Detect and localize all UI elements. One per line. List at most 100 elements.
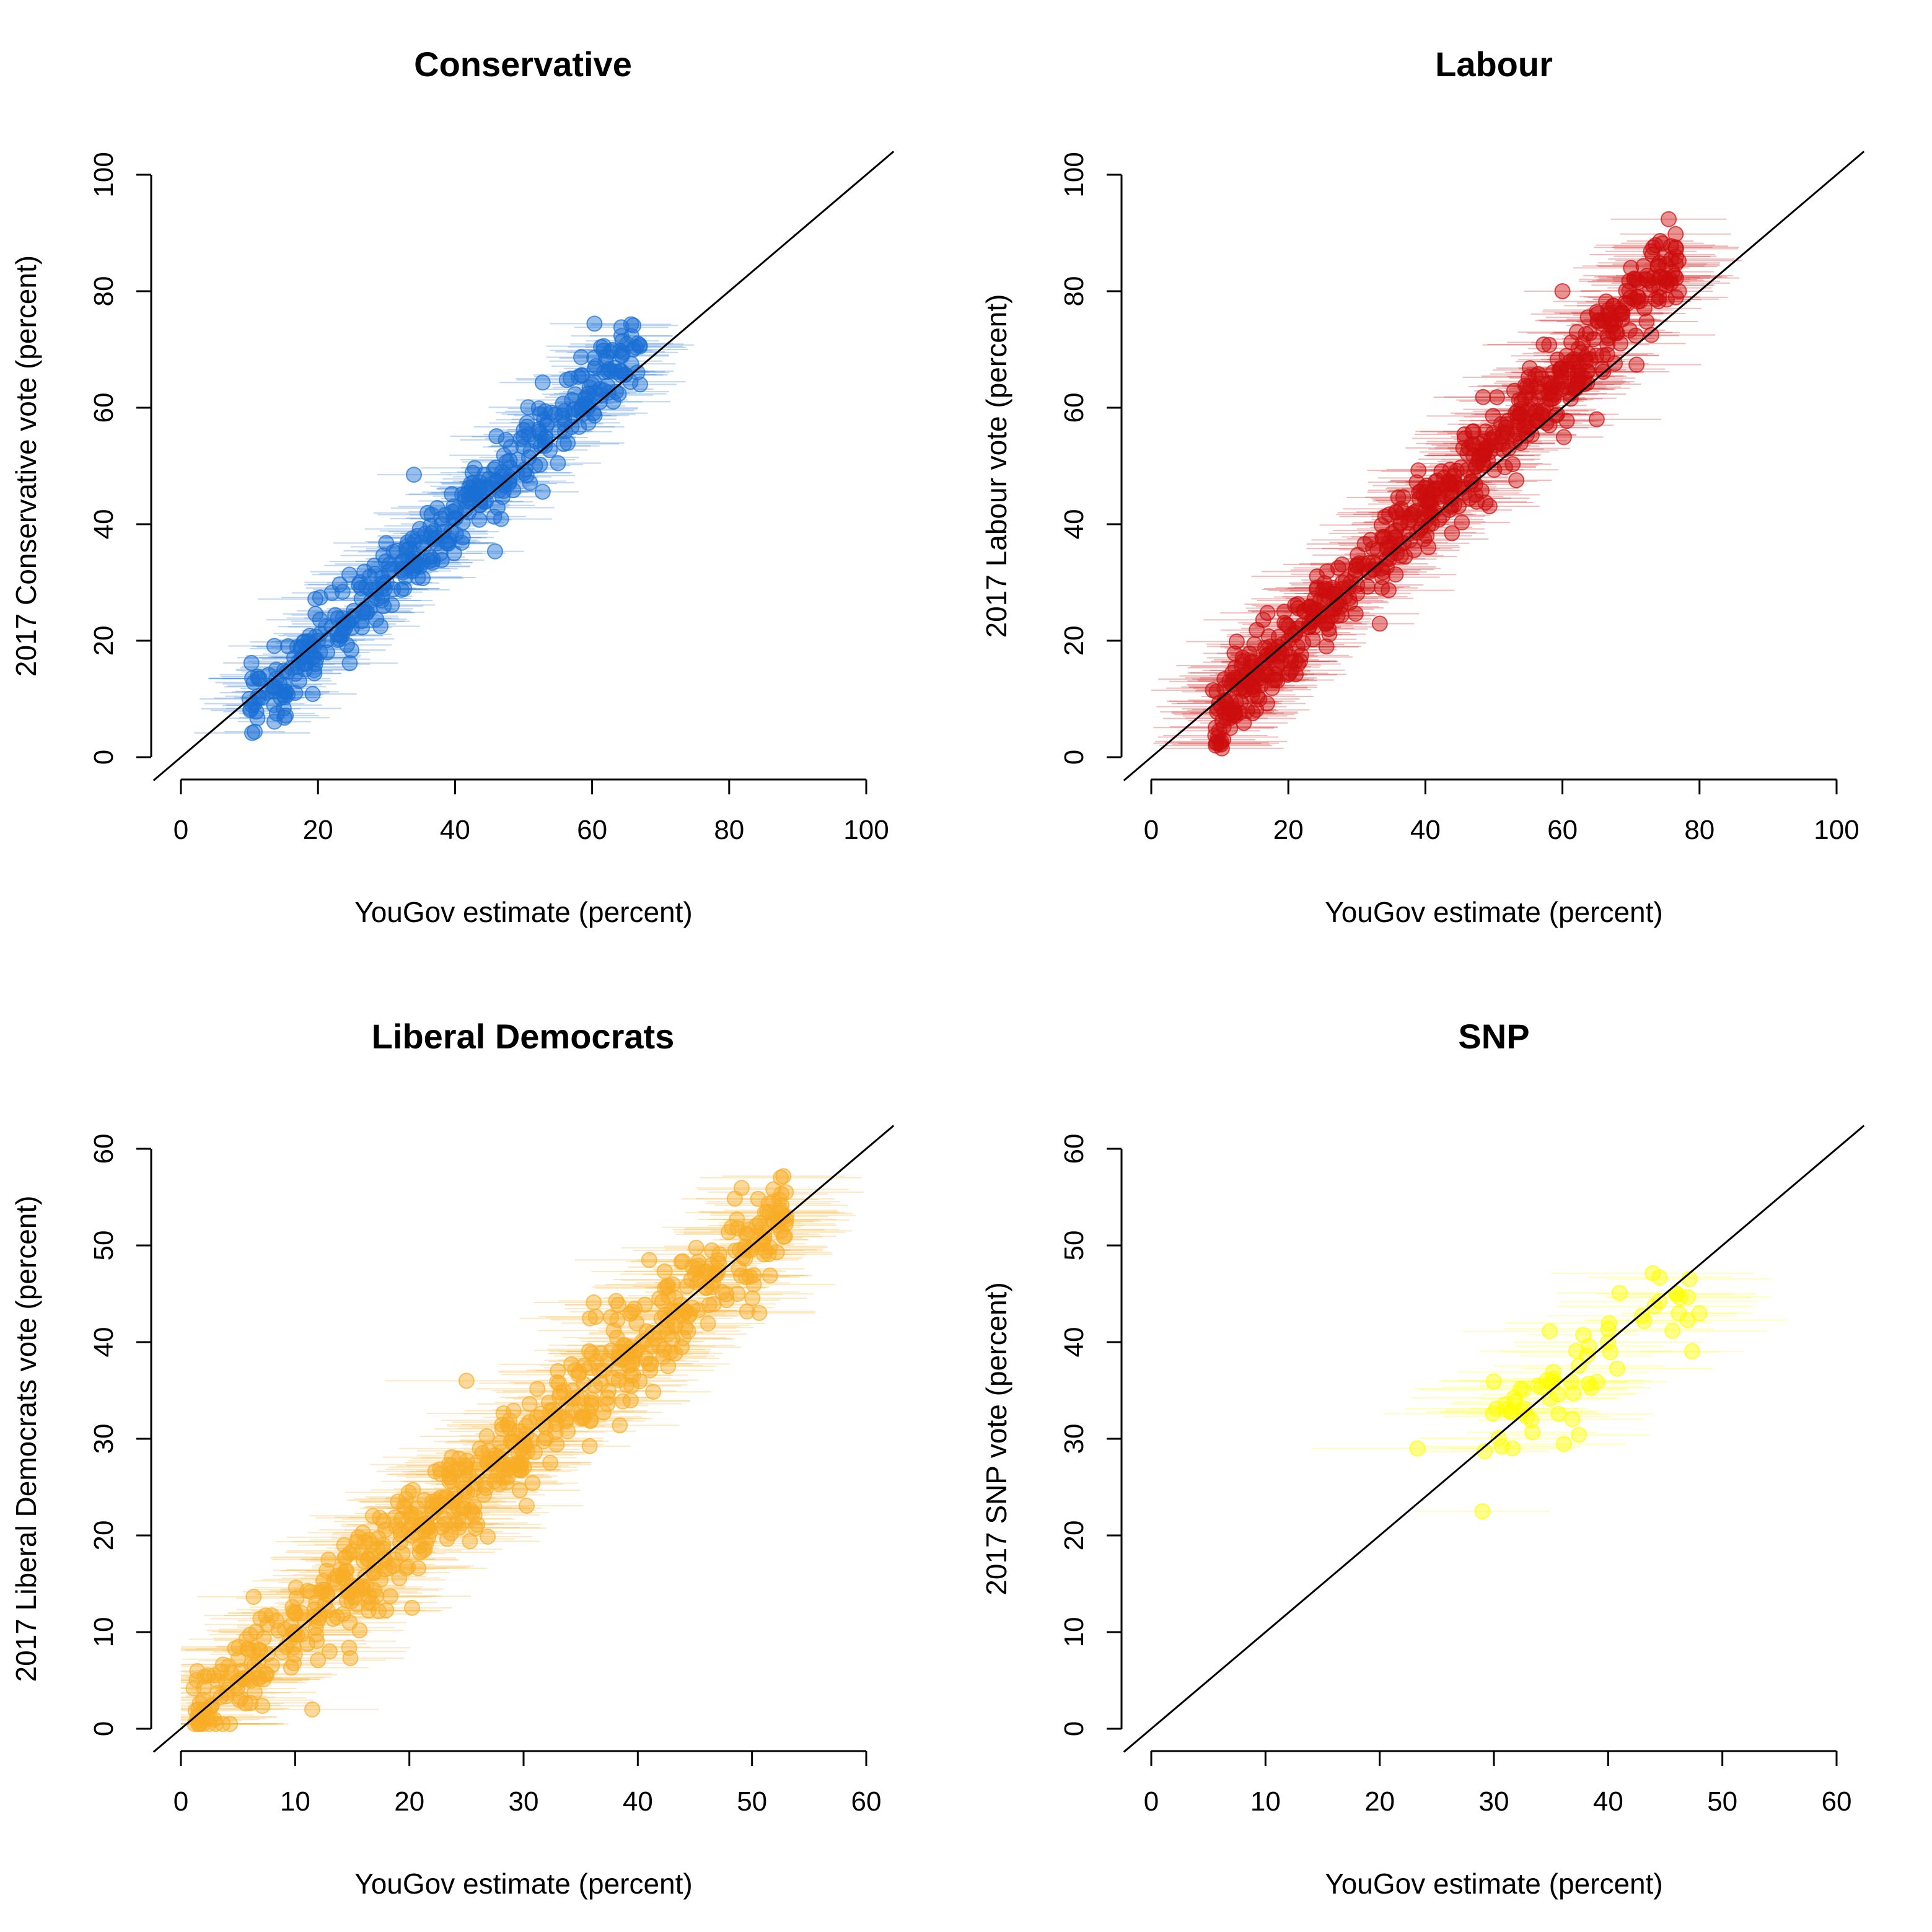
data-point — [1535, 336, 1552, 353]
data-point — [353, 1544, 369, 1561]
data-point — [1371, 615, 1388, 632]
x-tick-label: 0 — [1144, 1786, 1159, 1817]
data-point — [486, 461, 503, 478]
data-point — [1609, 1360, 1625, 1377]
y-tick-label: 20 — [1059, 626, 1089, 656]
data-point — [494, 488, 511, 505]
data-point — [320, 1551, 337, 1568]
data-point — [1581, 325, 1598, 341]
data-point — [726, 1190, 743, 1207]
data-point — [593, 339, 610, 356]
x-tick-label: 50 — [1707, 1786, 1737, 1817]
data-point — [220, 1658, 237, 1675]
data-point — [437, 1488, 454, 1505]
data-point — [618, 1346, 634, 1363]
data-point — [1387, 522, 1404, 539]
data-point — [1265, 672, 1281, 688]
data-point — [1485, 1405, 1501, 1422]
data-point — [1304, 631, 1321, 648]
data-point — [309, 1633, 325, 1649]
data-point — [582, 1412, 599, 1428]
y-tick-label: 0 — [89, 750, 119, 765]
x-tick-label: 30 — [509, 1786, 539, 1817]
data-point — [475, 493, 492, 510]
x-tick-label: 100 — [843, 815, 889, 845]
data-point — [1374, 569, 1390, 586]
data-point — [1409, 1440, 1426, 1457]
data-point — [524, 1475, 541, 1491]
y-axis: 0 10 20 30 40 50 60 — [1059, 1134, 1123, 1736]
x-tick-label: 0 — [1144, 815, 1159, 845]
data-point — [1644, 247, 1661, 263]
data-point — [1477, 423, 1494, 440]
data-point — [456, 488, 473, 504]
y-axis-label: 2017 Liberal Democrats vote (percent) — [10, 1196, 42, 1682]
data-point — [571, 1364, 587, 1381]
data-point — [584, 376, 600, 393]
data-point — [562, 371, 579, 387]
data-point — [332, 576, 348, 593]
data-point — [518, 1498, 535, 1514]
data-point — [720, 1224, 737, 1240]
data-point — [1267, 665, 1283, 682]
x-tick-label: 40 — [1593, 1786, 1623, 1817]
data-point — [507, 1427, 524, 1444]
data-point — [1664, 1322, 1681, 1339]
data-point — [1239, 665, 1256, 682]
data-point — [586, 1294, 602, 1311]
data-point — [775, 1168, 792, 1185]
data-point — [1541, 336, 1558, 353]
y-tick-label: 30 — [1059, 1424, 1089, 1454]
x-tick-label: 40 — [623, 1786, 653, 1817]
data-point — [613, 319, 630, 336]
data-point — [266, 680, 283, 697]
y-axis-label: 2017 SNP vote (percent) — [980, 1282, 1012, 1595]
y-axis: 0 10 20 30 40 50 60 — [89, 1134, 152, 1736]
panel-title: SNP — [1458, 1017, 1529, 1056]
data-point — [1412, 483, 1429, 500]
panel-3: Liberal Democrats YouGov estimate (percen… — [10, 1017, 895, 1900]
data-point — [1654, 235, 1671, 252]
x-tick-label: 40 — [1410, 815, 1441, 845]
data-point — [321, 1643, 338, 1660]
data-point — [1651, 1269, 1668, 1286]
data-point — [1671, 283, 1687, 299]
data-point — [718, 1292, 735, 1309]
data-point — [1380, 582, 1397, 599]
data-point — [1338, 572, 1355, 589]
data-point — [406, 467, 423, 483]
y-tick-label: 0 — [1059, 1721, 1089, 1736]
data-point — [501, 452, 518, 469]
data-point — [377, 1521, 394, 1538]
x-tick-label: 20 — [1364, 1786, 1395, 1817]
data-point — [382, 561, 399, 578]
data-point — [535, 1415, 551, 1432]
data-point — [304, 1701, 320, 1718]
data-point — [401, 540, 418, 557]
data-point — [608, 1329, 625, 1346]
y-tick-label: 0 — [1059, 750, 1089, 765]
x-tick-label: 60 — [577, 815, 607, 845]
panel-title: Labour — [1435, 45, 1553, 84]
data-point — [1558, 413, 1575, 429]
data-point — [307, 1619, 324, 1636]
data-point — [394, 1545, 411, 1562]
data-point — [333, 627, 350, 644]
y-tick-label: 0 — [89, 1721, 119, 1736]
data-point — [266, 638, 283, 654]
data-point — [1474, 1503, 1491, 1519]
data-point — [1309, 579, 1325, 596]
y-axis-label: 2017 Conservative vote (percent) — [10, 255, 42, 677]
y-tick-label: 80 — [1059, 276, 1089, 307]
data-point — [245, 1589, 262, 1605]
data-point — [1464, 436, 1480, 452]
data-point — [1226, 645, 1243, 662]
data-point — [471, 511, 488, 528]
data-point — [1527, 368, 1543, 385]
data-point — [472, 1440, 488, 1457]
data-point — [1444, 525, 1460, 542]
data-point — [366, 557, 383, 574]
y-tick-label: 50 — [1059, 1231, 1089, 1261]
data-point — [415, 1542, 431, 1559]
